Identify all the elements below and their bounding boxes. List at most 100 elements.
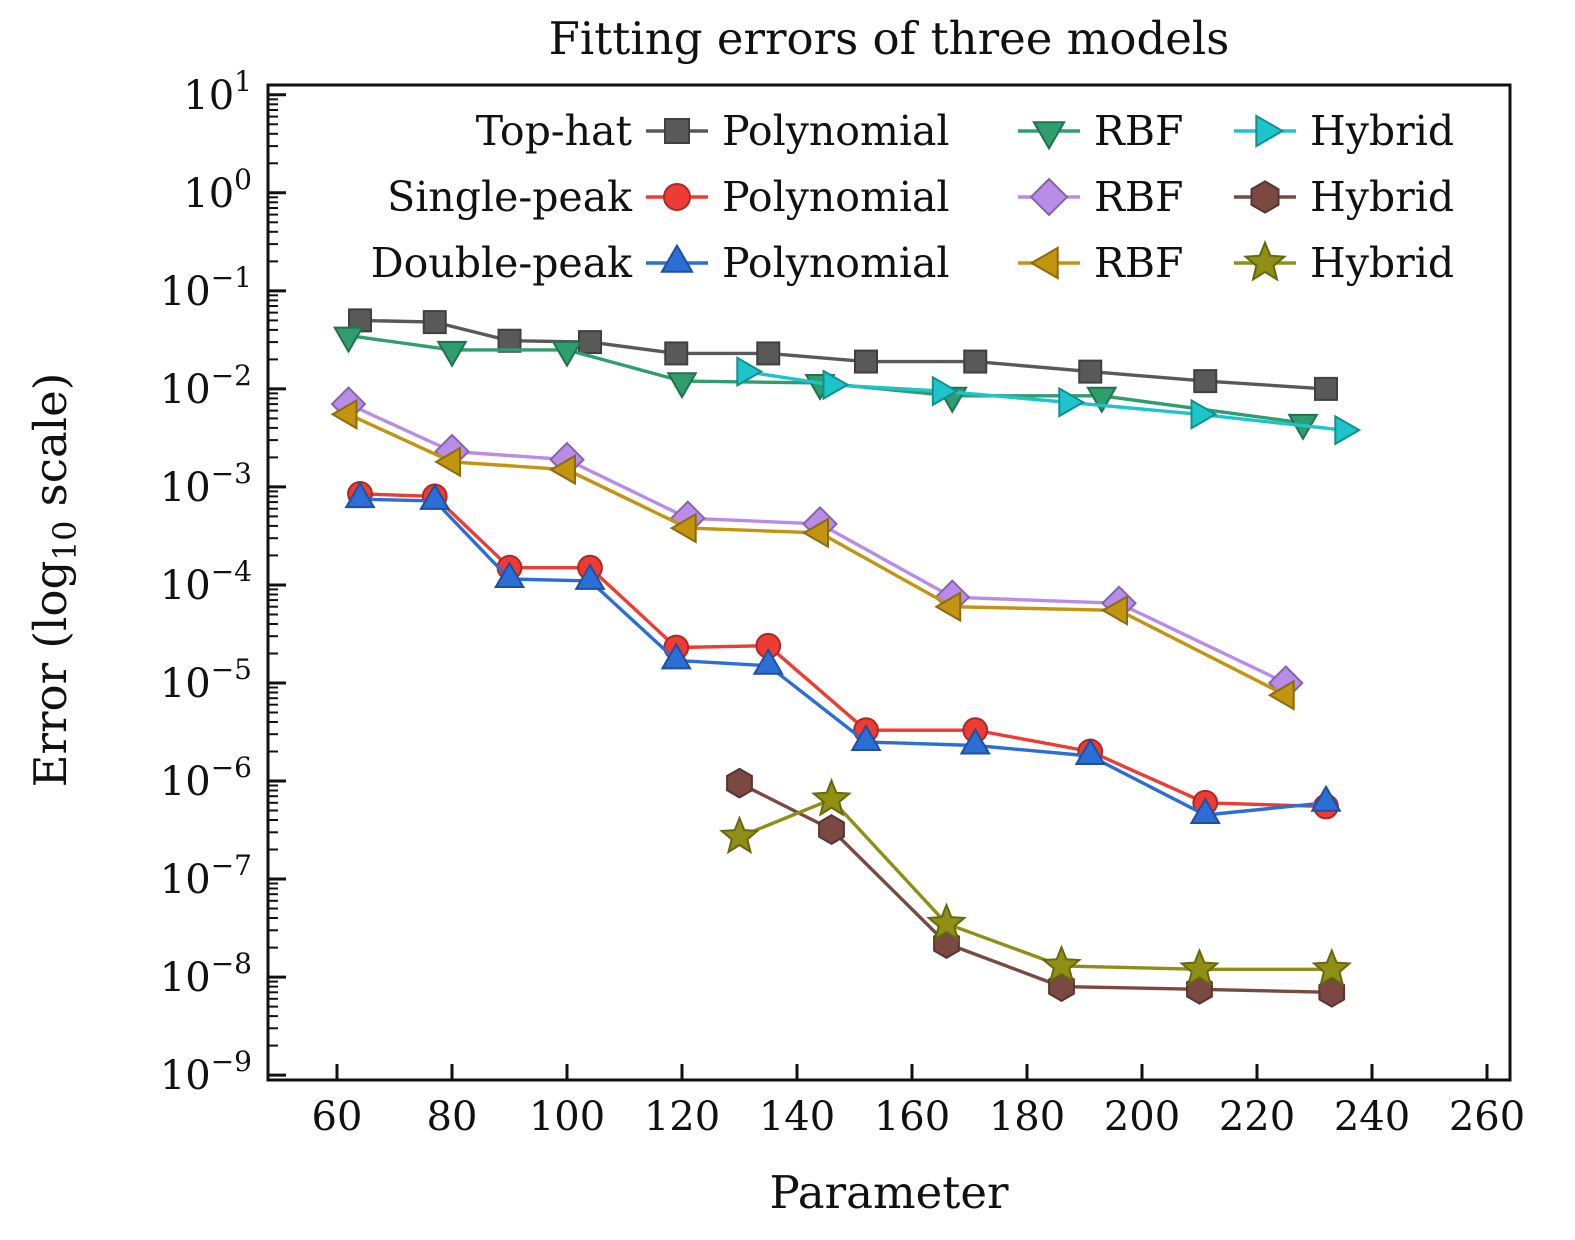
triangle-left-marker bbox=[934, 591, 962, 623]
legend-entry-top-hat-hybrid: Hybrid bbox=[1310, 107, 1454, 155]
hexagon-marker bbox=[726, 767, 753, 799]
x-tick-label: 140 bbox=[759, 1094, 835, 1140]
triangle-down-marker bbox=[1032, 121, 1066, 151]
triangle-left-marker bbox=[1100, 594, 1128, 626]
legend-entry-single-peak-polynomial: Polynomial bbox=[722, 173, 950, 221]
triangle-up-marker bbox=[419, 483, 451, 510]
series-line bbox=[347, 412, 1287, 697]
series-layer bbox=[330, 308, 1362, 1008]
series-double-peak-rbf bbox=[330, 398, 1295, 711]
x-tick-label: 220 bbox=[1219, 1094, 1295, 1140]
legend-group-single-peak: Single-peak bbox=[387, 173, 633, 221]
series-line bbox=[347, 402, 1287, 685]
triangle-up-marker bbox=[1074, 737, 1106, 765]
triangle-right-marker bbox=[1255, 114, 1285, 148]
star-marker bbox=[811, 777, 852, 817]
triangle-right-marker bbox=[1334, 414, 1362, 446]
plot-frame bbox=[266, 83, 1512, 1082]
legend-entry-top-hat-rbf: RBF bbox=[1094, 107, 1183, 155]
square-marker bbox=[422, 310, 447, 335]
series-double-peak-polynomial bbox=[344, 481, 1342, 824]
series-line bbox=[745, 369, 1344, 432]
legend-entry-double-peak-rbf: RBF bbox=[1094, 239, 1183, 287]
triangle-up-marker bbox=[660, 243, 694, 273]
triangle-up-marker bbox=[850, 723, 882, 751]
triangle-down-marker bbox=[436, 340, 468, 368]
triangle-left-marker bbox=[801, 517, 829, 549]
triangle-down-marker bbox=[332, 326, 365, 354]
x-tick-label: 120 bbox=[644, 1094, 720, 1140]
series-double-peak-hybrid bbox=[719, 777, 1353, 987]
star-marker bbox=[1311, 947, 1353, 987]
legend-group-double-peak: Double-peak bbox=[371, 239, 633, 287]
square-marker bbox=[963, 349, 988, 374]
triangle-down-marker bbox=[1086, 386, 1118, 414]
triangle-up-marker bbox=[752, 647, 784, 675]
legend-group-top-hat: Top-hat bbox=[476, 107, 633, 155]
series-line bbox=[359, 492, 1327, 809]
series-top-hat-hybrid bbox=[736, 356, 1362, 446]
triangle-right-marker bbox=[1190, 398, 1218, 430]
chart-title: Fitting errors of three models bbox=[548, 12, 1230, 65]
triangle-left-marker bbox=[330, 398, 358, 430]
triangle-right-marker bbox=[822, 369, 850, 401]
triangle-left-marker bbox=[669, 512, 697, 544]
legend-entry-double-peak-hybrid: Hybrid bbox=[1310, 239, 1454, 287]
y-tick-label: 100 bbox=[183, 163, 252, 217]
diamond-marker bbox=[1029, 177, 1069, 217]
square-marker bbox=[1193, 369, 1218, 394]
square-marker bbox=[854, 349, 878, 374]
series-line bbox=[738, 781, 1332, 994]
y-tick-label: 10−1 bbox=[160, 261, 252, 315]
triangle-down-marker bbox=[666, 372, 698, 400]
x-tick-label: 240 bbox=[1334, 1094, 1410, 1140]
hexagon-marker bbox=[1318, 976, 1346, 1008]
triangle-up-marker bbox=[1189, 797, 1221, 824]
triangle-up-marker bbox=[493, 561, 526, 588]
series-line bbox=[738, 797, 1332, 971]
x-axis-label: Parameter bbox=[769, 1166, 1009, 1219]
x-tick-label: 60 bbox=[312, 1094, 363, 1140]
y-tick-label: 10−8 bbox=[160, 947, 252, 1001]
legend-entry-top-hat-polynomial: Polynomial bbox=[722, 107, 950, 155]
triangle-up-marker bbox=[959, 727, 991, 755]
triangle-up-marker bbox=[1310, 784, 1342, 812]
triangle-left-marker bbox=[548, 454, 576, 486]
y-tick-label: 10−5 bbox=[160, 653, 252, 707]
y-tick-label: 10−9 bbox=[160, 1045, 252, 1099]
square-marker bbox=[1314, 376, 1338, 401]
triangle-up-marker bbox=[660, 642, 692, 670]
star-marker bbox=[926, 902, 967, 942]
square-marker bbox=[1078, 359, 1103, 384]
series-line bbox=[348, 333, 1304, 425]
triangle-right-marker bbox=[931, 375, 959, 407]
circle-marker bbox=[663, 183, 691, 211]
legend-entry-single-peak-rbf: RBF bbox=[1094, 173, 1183, 221]
triangle-left-marker bbox=[1029, 246, 1059, 280]
star-marker bbox=[1179, 947, 1220, 987]
x-tick-label: 80 bbox=[427, 1094, 478, 1140]
square-marker bbox=[578, 330, 602, 355]
legend: Top-hat Polynomial RBF Hybrid Single-peak Pol… bbox=[371, 107, 1454, 287]
y-tick-label: 10−6 bbox=[160, 751, 252, 805]
triangle-left-marker bbox=[1267, 679, 1295, 711]
star-marker bbox=[1243, 239, 1287, 282]
hexagon-marker bbox=[1250, 180, 1280, 214]
y-tick-label: 10−3 bbox=[160, 457, 252, 511]
square-marker bbox=[664, 118, 690, 144]
square-marker bbox=[756, 341, 781, 366]
hexagon-marker bbox=[818, 814, 845, 845]
x-tick-label: 180 bbox=[989, 1094, 1065, 1140]
square-marker bbox=[497, 328, 522, 353]
x-tick-label: 260 bbox=[1449, 1094, 1525, 1140]
triangle-left-marker bbox=[434, 446, 461, 478]
series-top-hat-polynomial bbox=[348, 308, 1338, 401]
x-tick-label: 200 bbox=[1104, 1094, 1180, 1140]
triangle-down-marker bbox=[551, 340, 583, 368]
star-marker bbox=[719, 815, 760, 855]
series-single-peak-polynomial bbox=[347, 480, 1339, 820]
triangle-right-marker bbox=[1058, 386, 1086, 418]
triangle-up-marker bbox=[344, 481, 376, 509]
